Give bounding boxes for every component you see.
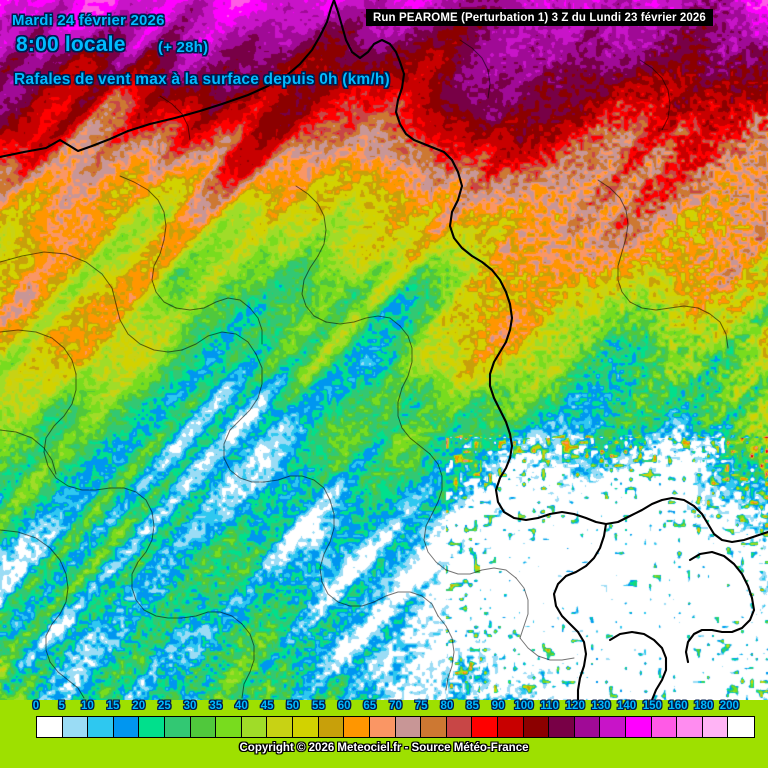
legend-tick-label: 75	[414, 700, 428, 712]
legend-swatch	[677, 717, 703, 737]
legend-swatch	[293, 717, 319, 737]
legend-swatch	[216, 717, 242, 737]
copyright-label: Copyright © 2026 Meteociel.fr - Source M…	[239, 742, 529, 754]
legend-tick-labels: 0 5 10 15 20 25 30 35 40 45 50 55 60 65 70 75 80 85 90 100 1…	[0, 700, 768, 716]
legend-tick-label: 130	[591, 700, 611, 712]
legend-tick-label: 60	[337, 700, 351, 712]
legend-swatch	[728, 717, 755, 737]
forecast-hour-label: 8:00 locale	[16, 33, 126, 56]
legend-swatch	[421, 717, 447, 737]
legend-swatch	[600, 717, 627, 737]
legend-swatch	[446, 717, 473, 737]
legend-swatch	[549, 717, 575, 737]
legend-swatch	[626, 717, 652, 737]
legend-swatch	[344, 717, 370, 737]
legend-tick-label: 65	[363, 700, 377, 712]
legend-tick-label: 50	[286, 700, 300, 712]
parameter-title-label: Rafales de vent max à la surface depuis …	[14, 71, 390, 88]
model-run-label: Run PEAROME (Perturbation 1) 3 Z du Lund…	[373, 11, 706, 24]
legend-swatch	[139, 717, 166, 737]
legend-tick-label: 70	[389, 700, 402, 712]
legend-swatch	[523, 717, 550, 737]
legend-tick-label: 100	[514, 700, 534, 712]
legend-tick-label: 30	[183, 700, 197, 712]
forecast-date-label: Mardi 24 février 2026	[12, 12, 165, 29]
legend-tick-label: 40	[235, 700, 248, 712]
legend-tick-label: 150	[642, 700, 662, 712]
legend-tick-label: 120	[565, 700, 585, 712]
color-scale-legend: 0 5 10 15 20 25 30 35 40 45 50 55 60 65 70 75 80 85 90 100 1…	[0, 700, 768, 768]
model-run-banner: Run PEAROME (Perturbation 1) 3 Z du Lund…	[366, 9, 713, 26]
legend-tick-label: 80	[440, 700, 454, 712]
legend-tick-label: 35	[209, 700, 223, 712]
legend-swatch	[651, 717, 678, 737]
legend-tick-label: 160	[668, 700, 688, 712]
legend-tick-label: 10	[80, 700, 94, 712]
legend-tick-label: 140	[617, 700, 637, 712]
legend-tick-label: 45	[260, 700, 274, 712]
legend-swatch	[190, 717, 217, 737]
wind-gust-map-raster[interactable]	[0, 0, 768, 700]
legend-tick-label: 0	[32, 700, 40, 712]
legend-swatch	[574, 717, 601, 737]
legend-swatch	[62, 717, 89, 737]
legend-swatch	[369, 717, 396, 737]
legend-tick-label: 15	[106, 700, 120, 712]
legend-tick-label: 20	[132, 700, 146, 712]
legend-swatch	[37, 717, 63, 737]
legend-swatch	[241, 717, 268, 737]
legend-tick-label: 110	[540, 700, 559, 712]
legend-tick-label: 200	[719, 700, 739, 712]
legend-tick-label: 180	[694, 700, 714, 712]
legend-swatch	[267, 717, 294, 737]
legend-swatch	[702, 717, 729, 737]
forecast-offset-label: (+ 28h)	[158, 39, 209, 56]
legend-color-bar	[36, 716, 755, 738]
legend-swatch	[395, 717, 422, 737]
legend-tick-label: 85	[466, 700, 479, 712]
legend-swatch	[165, 717, 191, 737]
legend-swatch	[472, 717, 498, 737]
legend-swatch	[88, 717, 114, 737]
legend-tick-label: 25	[157, 700, 171, 712]
legend-tick-label: 55	[312, 700, 325, 712]
legend-swatch	[318, 717, 345, 737]
legend-swatch	[113, 717, 140, 737]
legend-tick-label: 5	[58, 700, 65, 712]
legend-tick-label: 90	[491, 700, 505, 712]
legend-swatch	[497, 717, 524, 737]
